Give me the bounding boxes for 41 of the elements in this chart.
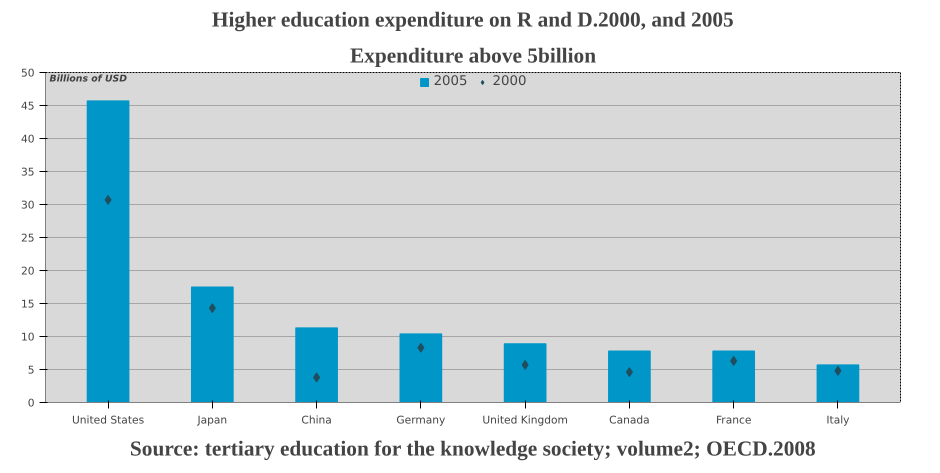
bar xyxy=(190,286,234,402)
x-tick-label: Japan xyxy=(196,414,228,426)
y-tick-label: 45 xyxy=(20,100,35,112)
x-tick-label: China xyxy=(301,414,332,426)
bar xyxy=(712,350,756,402)
y-tick-label: 20 xyxy=(20,264,35,278)
y-tick-label: 25 xyxy=(20,232,35,244)
bar xyxy=(816,364,860,402)
y-tick-label: 40 xyxy=(20,132,35,146)
point xyxy=(417,342,424,353)
legend-label: 2005 xyxy=(434,74,468,89)
y-tick-label: 30 xyxy=(20,198,35,212)
x-tick-label: United Kingdom xyxy=(482,414,568,426)
bar xyxy=(295,327,338,402)
y-tick-label: 10 xyxy=(20,330,35,344)
bar xyxy=(400,333,442,402)
x-tick-label: United States xyxy=(72,414,145,426)
point xyxy=(313,372,320,382)
chart-title: Higher education expenditure on R and D.2000, and 2005 xyxy=(212,8,734,32)
chart-subtitle: Expenditure above 5billion xyxy=(350,44,596,68)
y-tick-label: 50 xyxy=(20,66,35,80)
point xyxy=(730,356,738,366)
y-tick-label: 35 xyxy=(20,166,35,178)
legend-label: 2000 xyxy=(492,74,526,89)
y-tick-label: 15 xyxy=(20,298,35,310)
bar xyxy=(608,350,651,402)
x-tick-label: Canada xyxy=(609,414,650,426)
point xyxy=(834,366,842,376)
source-note: Source: tertiary education for the knowledge society; volume2; OECD.2008 xyxy=(130,436,816,460)
y-tick-label: 5 xyxy=(28,364,34,376)
bar xyxy=(86,100,130,402)
point xyxy=(626,367,633,378)
point xyxy=(208,303,216,314)
x-tick-label: France xyxy=(716,414,752,426)
point xyxy=(522,360,529,370)
x-tick-label: Italy xyxy=(826,414,850,426)
point xyxy=(104,194,112,205)
bar xyxy=(504,343,546,402)
y-tick-label: 0 xyxy=(28,396,35,410)
x-tick-label: Germany xyxy=(396,414,446,426)
y-axis-title: Billions of USD xyxy=(50,74,128,84)
